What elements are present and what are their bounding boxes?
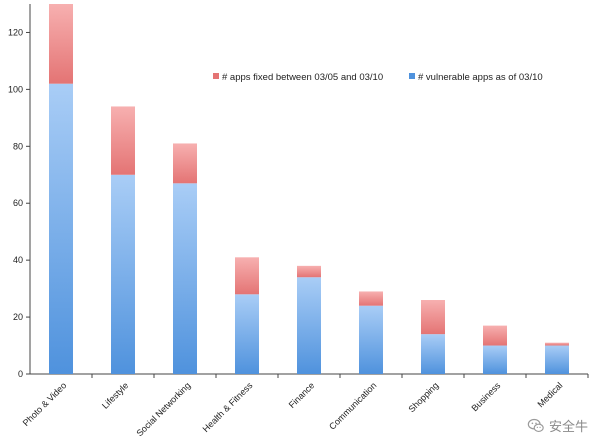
- y-ticks: 0 20 40 60 80 100 120: [8, 27, 30, 379]
- bar-fixed-8: [545, 342, 569, 346]
- x-tick-label: Lifestyle: [100, 380, 130, 410]
- bar-vulnerable-4: [297, 277, 321, 374]
- y-tick-label: 120: [8, 27, 23, 37]
- bar-fixed-4: [297, 265, 321, 278]
- y-tick-label: 20: [13, 312, 23, 322]
- bar-vulnerable-6: [421, 334, 445, 374]
- legend-label-vulnerable: # vulnerable apps as of 03/10: [418, 72, 543, 83]
- bar-fixed-3: [235, 257, 259, 295]
- x-tick-label: Photo & Video: [21, 380, 69, 428]
- bar-vulnerable-8: [545, 345, 569, 374]
- bar-vulnerable-7: [483, 345, 507, 374]
- bar-vulnerable-5: [359, 305, 383, 374]
- wechat-icon: [527, 418, 544, 432]
- x-tick-label: Health & Fitness: [201, 380, 255, 434]
- x-tick-label: Communication: [327, 380, 378, 431]
- bar-fixed-2: [173, 143, 197, 184]
- y-tick-label: 40: [13, 255, 23, 265]
- y-tick-label: 80: [13, 141, 23, 151]
- x-tick-label: Finance: [287, 380, 317, 410]
- x-tick-label: Shopping: [406, 380, 440, 414]
- y-tick-label: 60: [13, 198, 23, 208]
- x-tick-label: Medical: [535, 380, 564, 409]
- y-tick-label: 100: [8, 84, 23, 94]
- legend-label-fixed: # apps fixed between 03/05 and 03/10: [222, 72, 383, 83]
- bar-fixed-5: [359, 291, 383, 306]
- x-tick-labels: Photo & Video Lifestyle Social Networking H…: [21, 374, 589, 438]
- watermark: 安全牛: [527, 416, 588, 435]
- bars: [49, 4, 569, 374]
- legend-swatch-fixed: [213, 73, 219, 79]
- bar-vulnerable-0: [49, 83, 73, 374]
- y-tick-label: 0: [18, 369, 23, 379]
- x-tick-label: Business: [470, 380, 503, 413]
- watermark-text: 安全牛: [548, 419, 588, 434]
- x-tick-label: Social Networking: [134, 380, 192, 438]
- bar-vulnerable-3: [235, 294, 259, 374]
- bar-fixed-0: [49, 4, 73, 84]
- bar-fixed-6: [421, 300, 445, 335]
- bar-vulnerable-2: [173, 183, 197, 374]
- legend: # apps fixed between 03/05 and 03/10 # v…: [213, 72, 543, 83]
- legend-swatch-vulnerable: [409, 73, 415, 79]
- bar-vulnerable-1: [111, 174, 135, 374]
- bar-fixed-1: [111, 106, 135, 175]
- bar-fixed-7: [483, 325, 507, 346]
